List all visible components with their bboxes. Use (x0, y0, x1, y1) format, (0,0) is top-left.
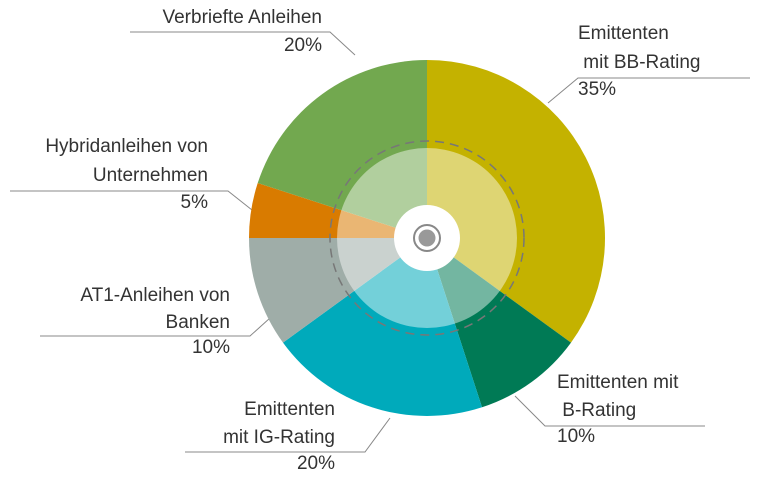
category-label: Emittenten mit B-Rating (557, 372, 679, 421)
value-label: 10% (192, 337, 230, 358)
value-label: 20% (284, 35, 322, 56)
leader-lines (10, 31, 750, 453)
labels: Emittenten mit BB-Rating 35% Emittenten mi… (45, 7, 700, 474)
value-label: 20% (297, 453, 335, 474)
value-label: 35% (578, 79, 616, 100)
slice (257, 60, 427, 238)
value-label: 10% (557, 426, 595, 447)
category-label: AT1-Anleihen von Banken (80, 285, 230, 333)
center-icon-dot (418, 229, 436, 247)
category-label: Emittenten mit BB-Rating (578, 23, 700, 73)
slice (249, 182, 427, 238)
leader-line (547, 77, 750, 104)
slice (249, 238, 427, 343)
leader-line (10, 190, 253, 211)
leader-line (514, 395, 705, 427)
slice (427, 238, 572, 408)
leader-line (130, 31, 356, 56)
slice (282, 238, 483, 416)
dashed-ring (329, 140, 525, 336)
center-icon-ring (413, 224, 441, 252)
leader-line (40, 317, 271, 337)
category-label: Verbriefte Anleihen (162, 7, 322, 28)
leader-line (185, 417, 391, 453)
value-label: 5% (181, 192, 209, 213)
category-label: Hybridanleihen von Unternehmen (45, 136, 208, 186)
category-label: Emittenten mit IG-Rating (218, 399, 335, 448)
